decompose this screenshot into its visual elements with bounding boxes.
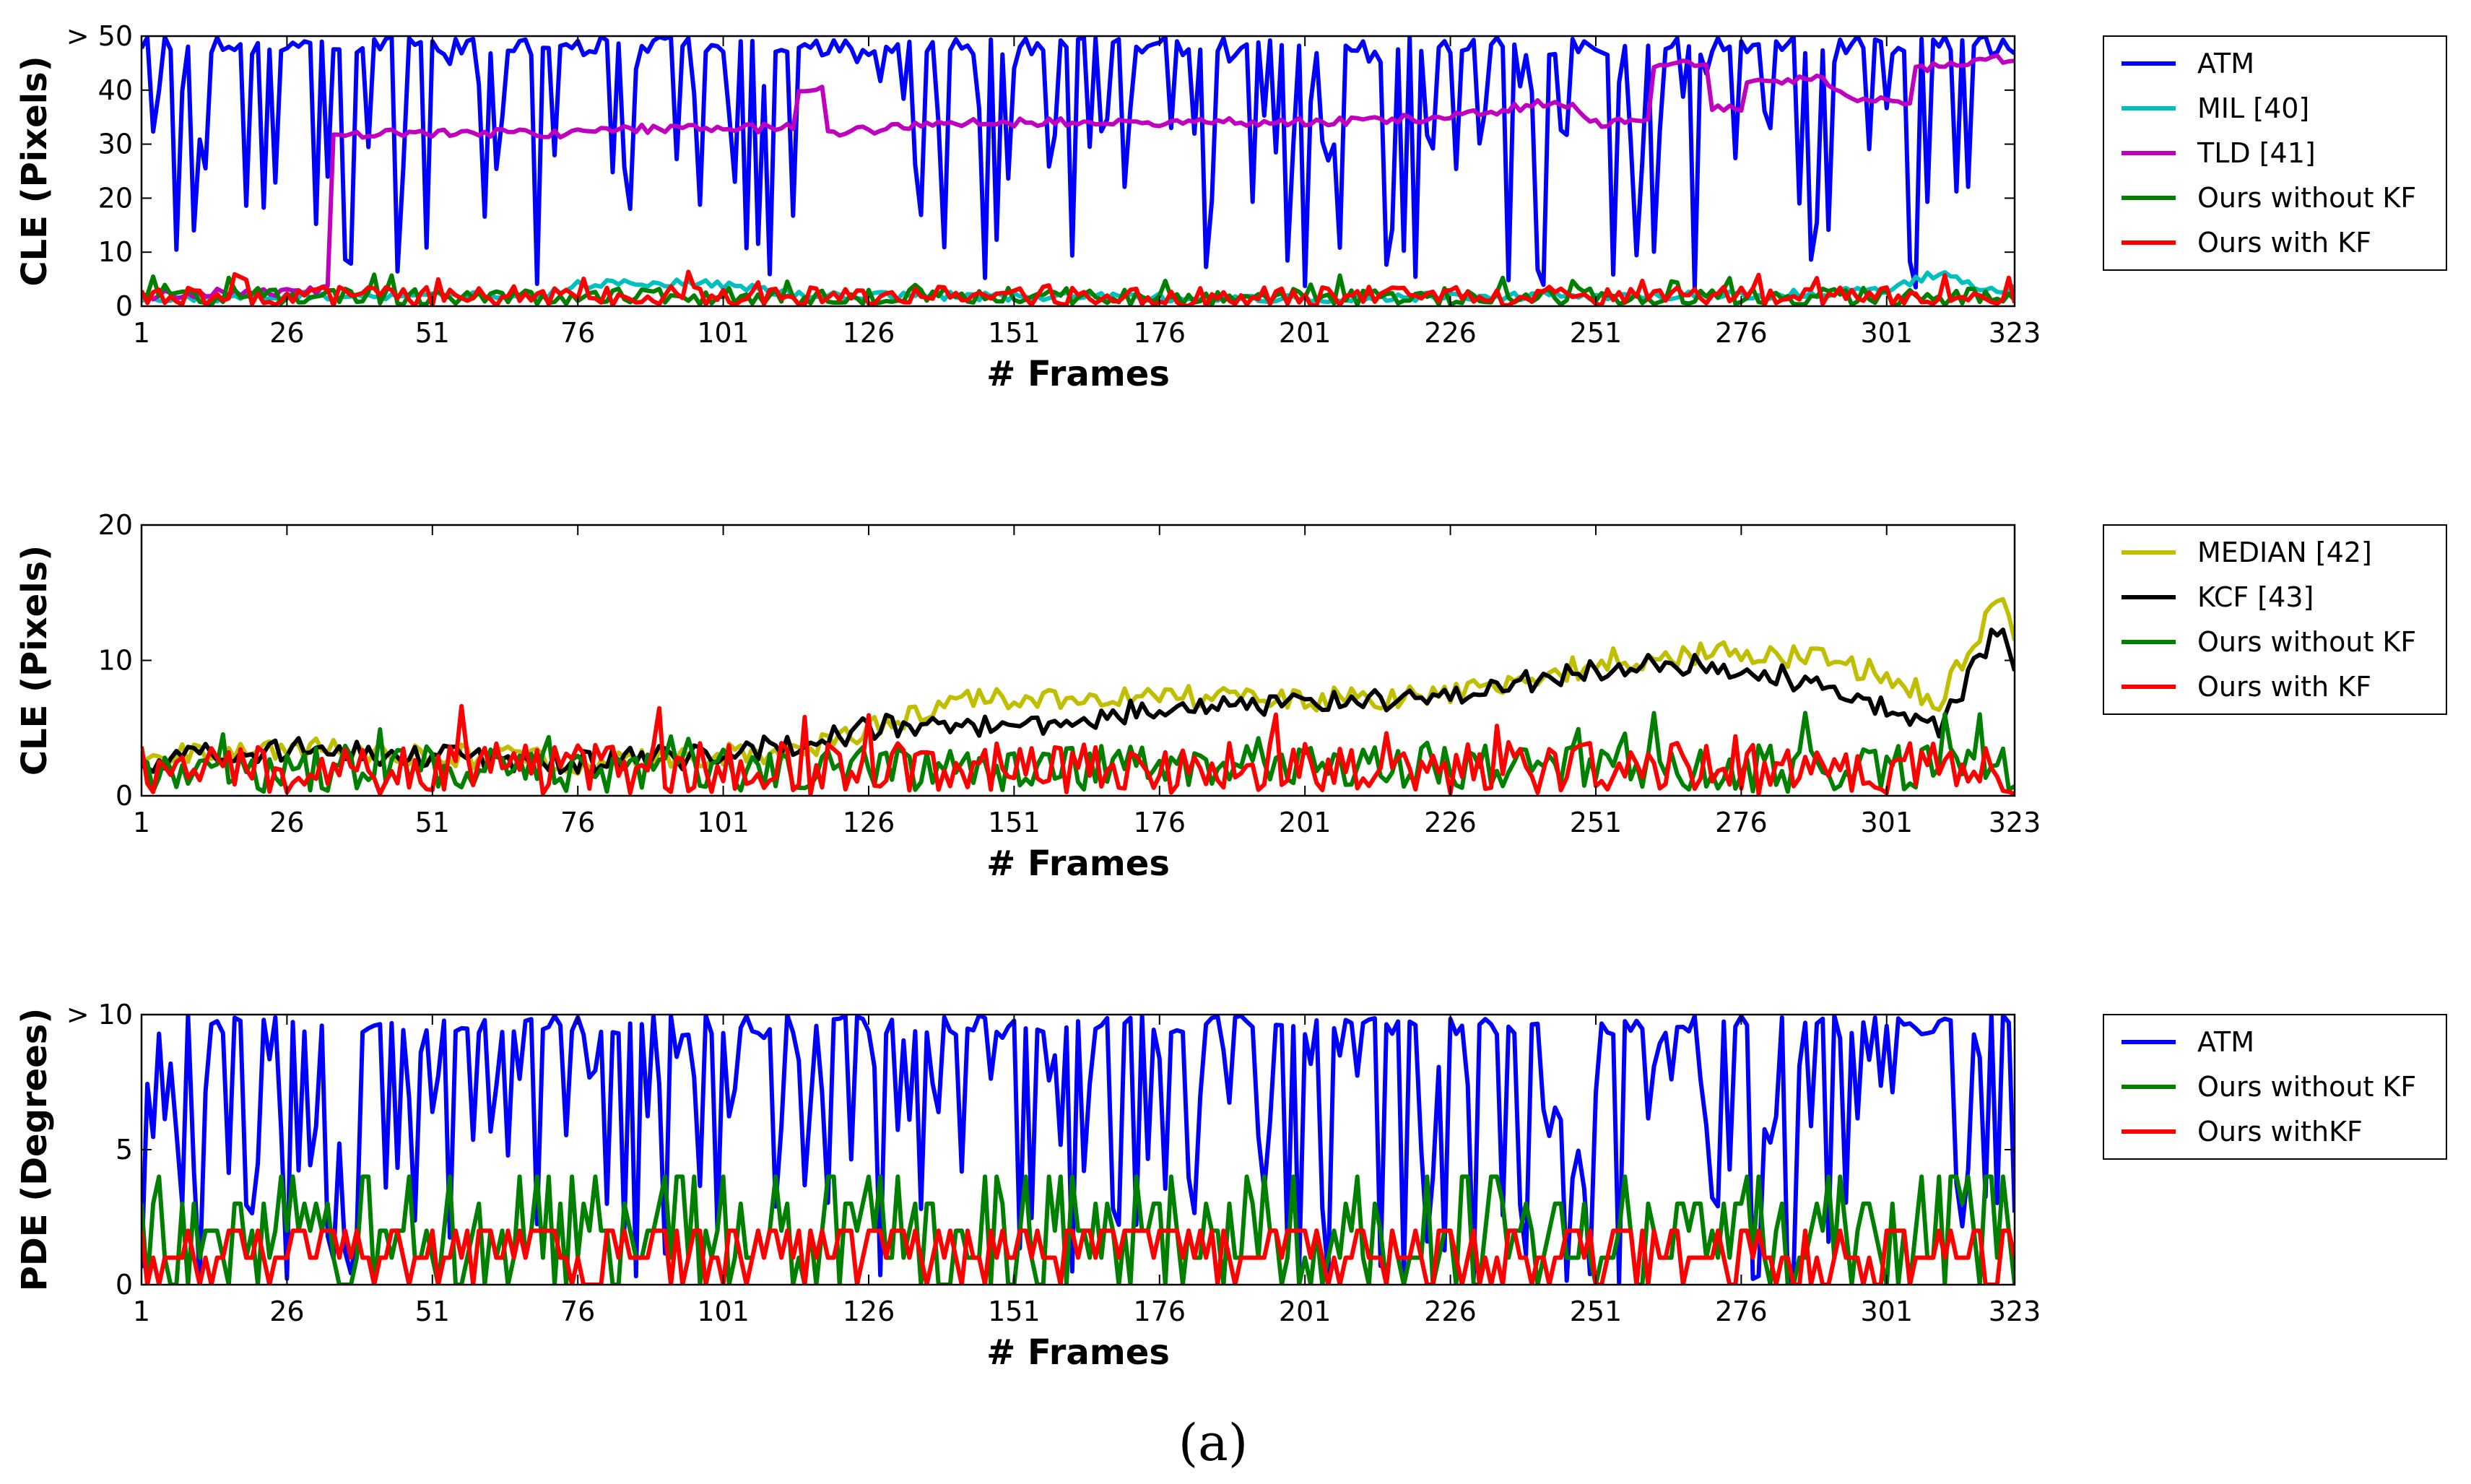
legend: MEDIAN [42] KCF [43] Ours without KF Ours w… bbox=[2103, 524, 2447, 715]
x-tick-label: 51 bbox=[415, 317, 450, 349]
y-tick-label: 0 bbox=[116, 1269, 133, 1301]
legend-entry-label: Ours without KF bbox=[2197, 182, 2416, 214]
series-line-tld-41 bbox=[142, 53, 2015, 302]
series-group bbox=[142, 596, 2015, 796]
x-tick-label: 51 bbox=[415, 807, 450, 838]
legend-entry-label: Ours without KF bbox=[2197, 1071, 2416, 1103]
x-tick-label: 251 bbox=[1570, 807, 1623, 838]
x-tick-label: 323 bbox=[1989, 807, 2041, 838]
x-tick-label: 276 bbox=[1715, 1296, 1768, 1327]
series-group bbox=[142, 1015, 2015, 1285]
x-tick-label: 151 bbox=[988, 317, 1041, 349]
legend-entry-label: KCF [43] bbox=[2197, 581, 2314, 613]
figure-caption: (a) bbox=[1178, 1413, 1248, 1472]
x-tick-label: 201 bbox=[1279, 1296, 1332, 1327]
series-line-atm bbox=[142, 36, 2015, 291]
x-tick-label: 76 bbox=[560, 317, 595, 349]
x-axis-title: # Frames bbox=[986, 843, 1170, 884]
legend: ATM Ours without KF Ours withKF bbox=[2103, 1014, 2447, 1160]
x-tick-label: 76 bbox=[560, 1296, 595, 1327]
y-axis-title: CLE (Pixels) bbox=[14, 56, 55, 286]
legend-entry-label: MIL [40] bbox=[2197, 92, 2309, 124]
legend-entry-label: Ours with KF bbox=[2197, 671, 2371, 703]
x-tick-label: 101 bbox=[697, 807, 750, 838]
x-tick-label: 276 bbox=[1715, 317, 1768, 349]
chart-cle-pixels-top: 1 26 51 76 101 126 151 176 201 226 251 276 301 323010… bbox=[14, 20, 2447, 394]
chart-pde-degrees-bottom: 1 26 51 76 101 126 151 176 201 226 251 276 301 32305>… bbox=[14, 999, 2447, 1373]
series-group bbox=[142, 36, 2015, 306]
series-line-ours-without-kf bbox=[142, 1174, 2015, 1285]
x-tick-label: 201 bbox=[1279, 317, 1332, 349]
series-line-ours-with-kf bbox=[142, 269, 2015, 306]
y-tick-label: 10 bbox=[98, 645, 133, 677]
x-tick-label: 323 bbox=[1989, 317, 2041, 349]
legend-entry-label: TLD [41] bbox=[2197, 137, 2316, 169]
legend-entry-label: ATM bbox=[2197, 48, 2254, 79]
x-tick-label: 1 bbox=[133, 1296, 150, 1327]
y-tick-label: 0 bbox=[116, 290, 133, 322]
legend-entry-label: Ours with KF bbox=[2197, 227, 2371, 259]
x-tick-label: 301 bbox=[1861, 1296, 1914, 1327]
series-line-ours-with-kf bbox=[142, 703, 2015, 796]
series-line-ours-without-kf bbox=[142, 272, 2015, 306]
legend-entry-label: Ours withKF bbox=[2197, 1116, 2363, 1147]
x-tick-label: 176 bbox=[1134, 1296, 1186, 1327]
y-tick-label: > 10 bbox=[66, 999, 133, 1030]
x-tick-label: 226 bbox=[1424, 807, 1477, 838]
legend-entry-label: MEDIAN [42] bbox=[2197, 537, 2372, 568]
y-tick-label: 0 bbox=[116, 780, 133, 812]
x-tick-label: 251 bbox=[1570, 1296, 1623, 1327]
x-tick-label: 251 bbox=[1570, 317, 1623, 349]
x-tick-label: 226 bbox=[1424, 317, 1477, 349]
series-line-ours-withkf bbox=[142, 1228, 2015, 1285]
y-tick-label: 10 bbox=[98, 236, 133, 268]
x-tick-label: 26 bbox=[269, 317, 304, 349]
y-axis-title: CLE (Pixels) bbox=[14, 545, 55, 776]
x-tick-label: 101 bbox=[697, 317, 750, 349]
x-tick-label: 76 bbox=[560, 807, 595, 838]
legend-entry-label: ATM bbox=[2197, 1026, 2254, 1058]
x-tick-label: 101 bbox=[697, 1296, 750, 1327]
x-tick-label: 323 bbox=[1989, 1296, 2041, 1327]
x-tick-label: 151 bbox=[988, 1296, 1041, 1327]
x-tick-label: 26 bbox=[269, 1296, 304, 1327]
x-tick-label: 201 bbox=[1279, 807, 1332, 838]
series-line-median-42 bbox=[142, 596, 2015, 776]
y-tick-label: 30 bbox=[98, 129, 133, 160]
x-axis-title: # Frames bbox=[986, 1332, 1170, 1373]
chart-cle-pixels-middle: 1 26 51 76 101 126 151 176 201 226 251 276 301 323010… bbox=[14, 509, 2447, 884]
x-tick-label: 126 bbox=[843, 317, 895, 349]
y-axis-title: PDE (Degrees) bbox=[14, 1008, 55, 1292]
x-tick-label: 1 bbox=[133, 317, 150, 349]
series-line-atm bbox=[142, 1015, 2015, 1285]
plot-frame bbox=[140, 35, 2016, 308]
series-line-kcf-43 bbox=[142, 628, 2015, 776]
x-tick-label: 51 bbox=[415, 1296, 450, 1327]
x-tick-label: 26 bbox=[269, 807, 304, 838]
y-tick-label: > 50 bbox=[66, 20, 133, 52]
y-tick-label: 5 bbox=[116, 1134, 133, 1166]
x-tick-label: 151 bbox=[988, 807, 1041, 838]
x-tick-label: 126 bbox=[843, 807, 895, 838]
legend: ATM MIL [40] TLD [41] Ours without KF Ours w… bbox=[2103, 35, 2447, 271]
x-tick-label: 301 bbox=[1861, 807, 1914, 838]
y-tick-label: 20 bbox=[98, 182, 133, 214]
x-tick-label: 226 bbox=[1424, 1296, 1477, 1327]
x-tick-label: 301 bbox=[1861, 317, 1914, 349]
x-tick-label: 176 bbox=[1134, 317, 1186, 349]
x-axis-title: # Frames bbox=[986, 354, 1170, 394]
x-tick-label: 276 bbox=[1715, 807, 1768, 838]
x-tick-label: 176 bbox=[1134, 807, 1186, 838]
y-tick-label: 40 bbox=[98, 74, 133, 106]
y-tick-label: 20 bbox=[98, 509, 133, 541]
x-tick-label: 126 bbox=[843, 1296, 895, 1327]
legend-entry-label: Ours without KF bbox=[2197, 626, 2416, 658]
x-tick-label: 1 bbox=[133, 807, 150, 838]
legend-box bbox=[2103, 524, 2447, 715]
